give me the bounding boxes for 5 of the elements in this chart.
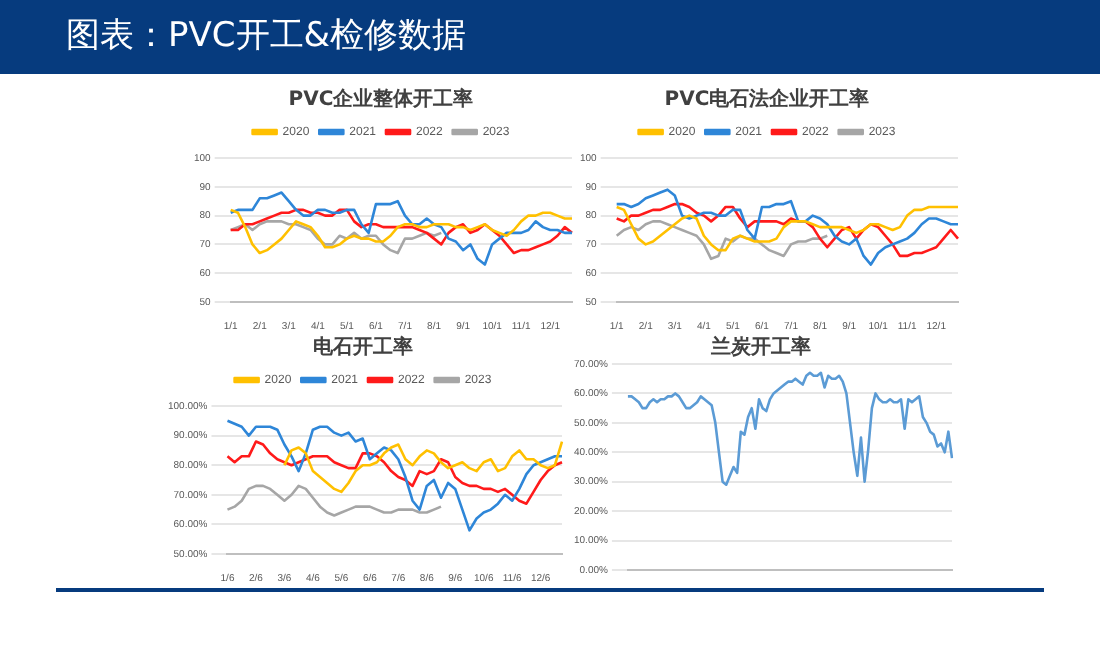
chart-title: 兰炭开工率 <box>709 335 811 360</box>
chart-title: PVC企业整体开工率 <box>288 87 474 112</box>
text: 图表：PVC开工&检修数据 <box>0 0 1100 74</box>
chart-title: PVC电石法企业开工率 <box>664 87 870 112</box>
chart-title: 电石开工率 <box>313 335 413 360</box>
